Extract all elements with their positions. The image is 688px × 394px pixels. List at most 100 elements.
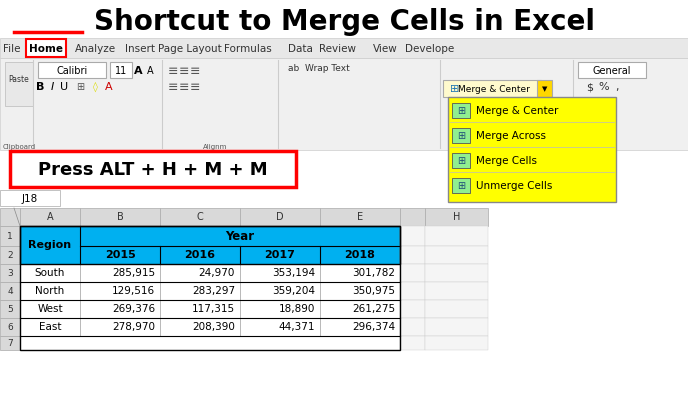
Text: Home: Home — [29, 44, 63, 54]
Text: A: A — [133, 66, 142, 76]
Text: A: A — [47, 212, 53, 222]
Text: Paste: Paste — [9, 74, 30, 84]
Text: E: E — [357, 212, 363, 222]
Text: B: B — [117, 212, 123, 222]
Bar — [452, 178, 470, 193]
Text: 117,315: 117,315 — [192, 304, 235, 314]
Bar — [320, 208, 400, 226]
Bar — [537, 80, 552, 97]
Text: ◊: ◊ — [93, 82, 98, 92]
Bar — [452, 103, 470, 118]
Bar — [80, 264, 160, 282]
Text: 269,376: 269,376 — [112, 304, 155, 314]
Bar — [0, 190, 60, 206]
Text: Press ALT + H + M + M: Press ALT + H + M + M — [39, 161, 268, 179]
Text: Formulas: Formulas — [224, 44, 272, 54]
Text: Analyze: Analyze — [74, 44, 116, 54]
Bar — [448, 97, 616, 202]
Bar — [320, 264, 400, 282]
Bar — [452, 128, 470, 143]
Bar — [20, 226, 400, 264]
Text: C: C — [197, 212, 204, 222]
Text: North: North — [35, 286, 65, 296]
Text: D: D — [276, 212, 284, 222]
Text: $: $ — [586, 82, 594, 92]
Bar — [20, 226, 400, 264]
Bar — [240, 282, 320, 300]
Bar — [160, 318, 240, 336]
Bar — [80, 208, 160, 226]
Text: ≡: ≡ — [179, 65, 189, 78]
Text: ▼: ▼ — [542, 86, 548, 92]
Text: ⊞: ⊞ — [457, 131, 465, 141]
Text: ≡: ≡ — [168, 65, 178, 78]
Bar — [26, 39, 66, 57]
Bar — [0, 226, 20, 246]
Text: 353,194: 353,194 — [272, 268, 315, 278]
Bar — [0, 208, 20, 226]
Text: Page Layout: Page Layout — [158, 44, 222, 54]
Bar — [425, 246, 488, 264]
Text: 24,970: 24,970 — [199, 268, 235, 278]
Text: Review: Review — [319, 44, 356, 54]
Bar — [320, 282, 400, 300]
Bar — [20, 282, 80, 300]
Bar — [0, 300, 20, 318]
Text: 2015: 2015 — [105, 250, 136, 260]
Text: 18,890: 18,890 — [279, 304, 315, 314]
Bar — [20, 300, 80, 318]
Text: 129,516: 129,516 — [112, 286, 155, 296]
Text: 44,371: 44,371 — [279, 322, 315, 332]
Bar — [425, 318, 488, 336]
Bar — [425, 208, 488, 226]
Text: 285,915: 285,915 — [112, 268, 155, 278]
Bar — [400, 246, 425, 264]
Bar — [80, 318, 160, 336]
Bar — [80, 300, 160, 318]
Text: Insert: Insert — [125, 44, 155, 54]
Bar — [5, 62, 33, 106]
Bar — [20, 208, 80, 226]
Bar — [20, 226, 400, 350]
Bar — [240, 318, 320, 336]
Bar — [20, 318, 80, 336]
Text: %: % — [599, 82, 610, 92]
Bar — [400, 208, 425, 226]
Text: ab  Wrap Text: ab Wrap Text — [288, 63, 350, 72]
Bar — [20, 264, 80, 282]
Bar — [400, 226, 425, 246]
Bar — [240, 264, 320, 282]
Text: West: West — [37, 304, 63, 314]
Text: 283,297: 283,297 — [192, 286, 235, 296]
FancyBboxPatch shape — [10, 151, 296, 187]
Text: Merge Cells: Merge Cells — [476, 156, 537, 166]
Text: Region: Region — [28, 240, 72, 250]
Text: 2017: 2017 — [265, 250, 295, 260]
Bar — [160, 264, 240, 282]
Text: Alignm: Alignm — [203, 144, 227, 150]
Text: South: South — [35, 268, 65, 278]
Text: Merge Across: Merge Across — [476, 131, 546, 141]
Bar — [160, 282, 240, 300]
Text: Unmerge Cells: Unmerge Cells — [476, 181, 552, 191]
Bar — [400, 282, 425, 300]
Text: ≡: ≡ — [179, 80, 189, 93]
Text: 5: 5 — [7, 305, 13, 314]
Text: 7: 7 — [7, 338, 13, 348]
Bar — [452, 153, 470, 168]
Text: Number: Number — [494, 144, 522, 150]
Bar — [0, 282, 20, 300]
Text: East: East — [39, 322, 61, 332]
Text: J18: J18 — [22, 194, 38, 204]
Text: ≡: ≡ — [168, 80, 178, 93]
Text: 296,374: 296,374 — [352, 322, 395, 332]
Text: 6: 6 — [7, 323, 13, 331]
Text: 359,204: 359,204 — [272, 286, 315, 296]
Bar — [443, 80, 541, 97]
Text: 4: 4 — [7, 286, 13, 296]
Text: 301,782: 301,782 — [352, 268, 395, 278]
Text: View: View — [373, 44, 398, 54]
Bar — [400, 300, 425, 318]
Bar — [160, 208, 240, 226]
Text: 1: 1 — [7, 232, 13, 240]
